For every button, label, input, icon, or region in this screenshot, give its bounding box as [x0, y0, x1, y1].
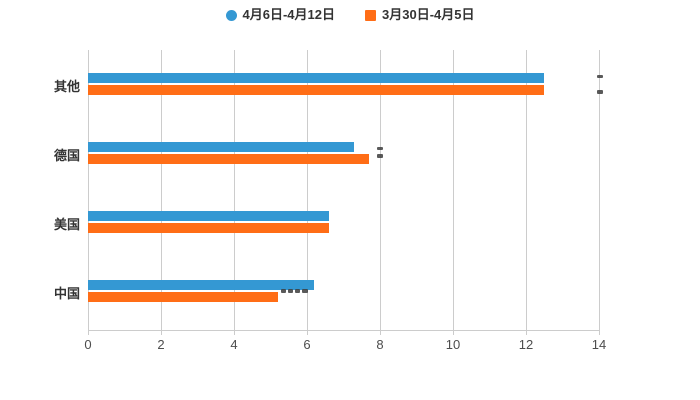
gridline-x12 [525, 50, 527, 330]
label-artifact [295, 289, 300, 293]
gridline-x0 [87, 50, 89, 330]
x-axis-tick-label: 6 [303, 337, 311, 352]
x-axis-tick-label: 12 [518, 337, 534, 352]
category-label-中国: 中国 [53, 286, 80, 301]
x-axis-tick-label: 2 [157, 337, 165, 352]
bar-中国-series-0[interactable] [88, 280, 315, 290]
label-artifact [377, 147, 383, 150]
legend-item-0[interactable]: 4月6日-4月12日 [225, 5, 335, 25]
gridline-x14 [598, 50, 600, 330]
bar-美国-series-1[interactable] [88, 223, 329, 233]
x-axis-tick [160, 330, 162, 335]
legend-label: 4月6日-4月12日 [242, 7, 335, 22]
label-artifact [281, 289, 286, 293]
gridline-x2 [160, 50, 162, 330]
label-artifact [597, 90, 603, 94]
gridline-x4 [233, 50, 235, 330]
x-axis-tick [452, 330, 454, 335]
bar-其他-series-0[interactable] [88, 73, 545, 83]
label-artifact [597, 75, 603, 78]
x-axis-tick-label: 14 [591, 337, 607, 352]
label-artifact [377, 154, 383, 158]
category-label-美国: 美国 [53, 217, 80, 232]
gridline-x6 [306, 50, 308, 330]
bar-美国-series-0[interactable] [88, 211, 329, 221]
label-artifact [288, 289, 293, 293]
x-axis-tick [525, 330, 527, 335]
category-label-德国: 德国 [53, 148, 80, 163]
x-axis-tick [233, 330, 235, 335]
legend-label: 3月30日-4月5日 [382, 7, 475, 22]
legend-item-1[interactable]: 3月30日-4月5日 [365, 5, 474, 25]
x-axis-tick [306, 330, 308, 335]
x-axis-tick [379, 330, 381, 335]
x-axis-tick-label: 8 [376, 337, 384, 352]
label-artifact [302, 289, 308, 293]
x-axis-tick [87, 330, 89, 335]
x-axis-tick-label: 10 [445, 337, 461, 352]
bar-德国-series-0[interactable] [88, 142, 355, 152]
category-label-其他: 其他 [53, 79, 80, 94]
x-axis-tick [598, 330, 600, 335]
bar-中国-series-1[interactable] [88, 292, 278, 302]
gridline-x8 [379, 50, 381, 330]
legend-circle-marker [225, 9, 237, 21]
x-axis-line [88, 330, 600, 331]
x-axis-tick-label: 0 [84, 337, 92, 352]
x-axis-tick-label: 4 [230, 337, 238, 352]
gridline-x10 [452, 50, 454, 330]
chart-legend: 4月6日-4月12日 3月30日-4月5日 [0, 5, 700, 25]
bar-其他-series-1[interactable] [88, 85, 545, 95]
bar-德国-series-1[interactable] [88, 154, 370, 164]
legend-square-marker [365, 9, 376, 21]
